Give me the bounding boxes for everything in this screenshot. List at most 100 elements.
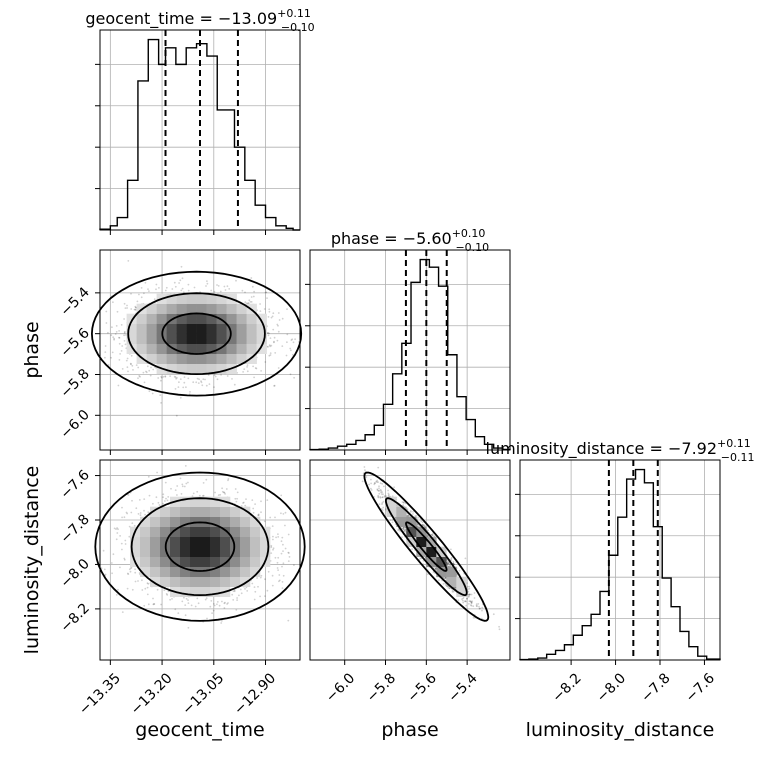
sample-point [212, 603, 215, 605]
sample-point [268, 332, 270, 335]
sample-point [129, 567, 132, 570]
sample-point [240, 505, 243, 507]
sample-point [103, 568, 106, 571]
sample-point [219, 493, 222, 496]
sample-point [282, 550, 284, 552]
sample-point [468, 587, 471, 590]
sample-point [268, 308, 271, 311]
sample-point [253, 586, 256, 588]
sample-point [403, 529, 406, 532]
sample-point [129, 570, 132, 573]
sample-point [123, 318, 125, 320]
sample-point [135, 309, 137, 311]
sample-point [128, 535, 131, 538]
sample-point [213, 604, 216, 607]
sample-point [269, 516, 272, 519]
sample-point [104, 573, 107, 576]
sample-point [146, 582, 149, 585]
sample-point [153, 603, 155, 605]
sample-point [102, 549, 105, 552]
sample-point [284, 511, 287, 514]
sample-point [140, 296, 143, 299]
sample-point [105, 310, 108, 313]
sample-point [165, 593, 168, 595]
sample-point [223, 285, 226, 288]
sample-point [196, 490, 199, 493]
sample-point [248, 299, 251, 302]
sample-point [254, 503, 256, 505]
sample-point [228, 288, 231, 290]
sample-point [134, 580, 137, 583]
sample-point [250, 277, 253, 279]
sample-point [123, 302, 126, 305]
sample-point [164, 376, 167, 378]
sample-point [264, 595, 266, 597]
sample-point [181, 600, 184, 603]
sample-point [289, 373, 292, 376]
sample-point [118, 336, 120, 339]
sample-point [246, 590, 249, 592]
sample-point [169, 598, 172, 601]
sample-point [162, 502, 164, 505]
sample-point [149, 374, 152, 377]
sample-point [125, 359, 128, 362]
sample-point [259, 310, 262, 312]
sample-point [104, 345, 107, 347]
sample-point [221, 487, 224, 490]
sample-point [138, 375, 141, 377]
sample-point [452, 560, 455, 563]
sample-point [281, 565, 283, 568]
sample-point [240, 592, 243, 595]
sample-point [277, 569, 279, 571]
sample-point [293, 376, 295, 379]
sample-point [171, 598, 173, 600]
sample-point [196, 377, 199, 380]
sample-point [197, 602, 200, 605]
sample-point [175, 414, 178, 417]
sample-point [115, 594, 118, 596]
sample-point [155, 288, 157, 291]
sample-point [126, 307, 128, 309]
sample-point [250, 301, 253, 303]
sample-point [273, 384, 276, 387]
sample-point [287, 551, 290, 554]
sample-point [180, 493, 183, 495]
sample-point [244, 291, 246, 294]
sample-point [251, 582, 254, 585]
sample-point [195, 381, 198, 384]
sample-point [115, 538, 118, 541]
sample-point [210, 600, 213, 602]
sample-point [190, 604, 193, 607]
sample-point [282, 543, 284, 546]
sample-point [137, 377, 139, 380]
sample-point [220, 374, 223, 376]
sample-point [266, 332, 269, 334]
sample-point [250, 296, 253, 298]
sample-point [281, 581, 284, 583]
sample-point [268, 354, 271, 357]
sample-point [269, 354, 272, 356]
sample-point [212, 609, 215, 612]
sample-point [383, 485, 385, 488]
sample-point [224, 493, 227, 495]
sample-point [202, 494, 205, 497]
sample-point [147, 511, 150, 513]
sample-point [177, 386, 180, 388]
sample-point [162, 375, 165, 378]
sample-point [446, 561, 449, 564]
sample-point [270, 316, 273, 319]
sample-point [174, 285, 177, 288]
sample-point [110, 562, 113, 564]
sample-point [120, 324, 123, 326]
sample-point [204, 378, 206, 381]
sample-point [246, 302, 248, 305]
sample-point [160, 603, 163, 606]
sample-point [148, 390, 151, 393]
sample-point [130, 308, 133, 310]
sample-point [403, 527, 405, 530]
sample-point [224, 289, 227, 291]
sample-point [157, 377, 160, 379]
sample-point [293, 564, 295, 566]
sample-point [373, 482, 376, 484]
sample-point [205, 285, 207, 287]
